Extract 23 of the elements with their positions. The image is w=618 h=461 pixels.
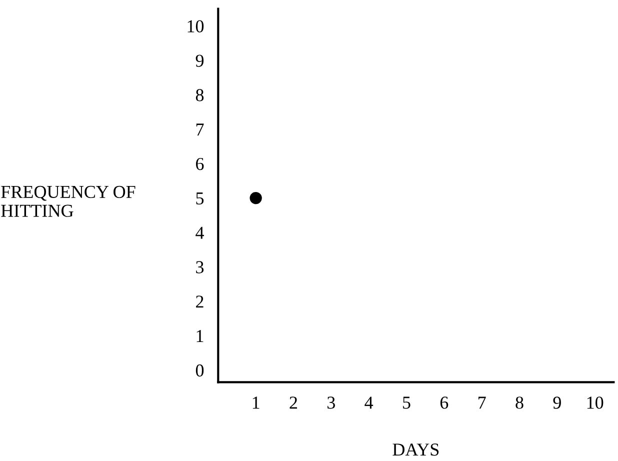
x-tick-label: 5 xyxy=(403,396,410,409)
y-tick-label: 0 xyxy=(196,364,204,377)
y-tick-label: 9 xyxy=(196,54,204,67)
x-tick-label: 1 xyxy=(252,396,260,409)
x-tick-label: 9 xyxy=(553,396,561,409)
x-tick-label: 4 xyxy=(364,396,374,409)
y-tick-label: 10 xyxy=(188,20,204,32)
y-tick-label: 4 xyxy=(196,226,204,239)
x-tick-label: 7 xyxy=(478,396,486,409)
x-tick-label: 10 xyxy=(587,396,604,409)
x-tick-label: 3 xyxy=(328,396,335,409)
x-tick-label: 2 xyxy=(290,396,298,409)
x-tick-label: 8 xyxy=(516,396,524,409)
y-axis-title: FREQUENCY OF HITTING xyxy=(1,186,136,217)
y-tick-label: 3 xyxy=(196,261,204,274)
y-tick-label: 1 xyxy=(196,330,204,342)
y-tick-label: 7 xyxy=(196,124,204,136)
y-tick-label: 8 xyxy=(196,89,204,102)
y-tick-label: 5 xyxy=(196,192,204,204)
y-tick-label: 6 xyxy=(196,158,204,170)
x-axis-title: DAYS xyxy=(392,444,439,456)
x-tick-label: 6 xyxy=(440,396,448,409)
y-tick-label: 2 xyxy=(196,296,204,308)
